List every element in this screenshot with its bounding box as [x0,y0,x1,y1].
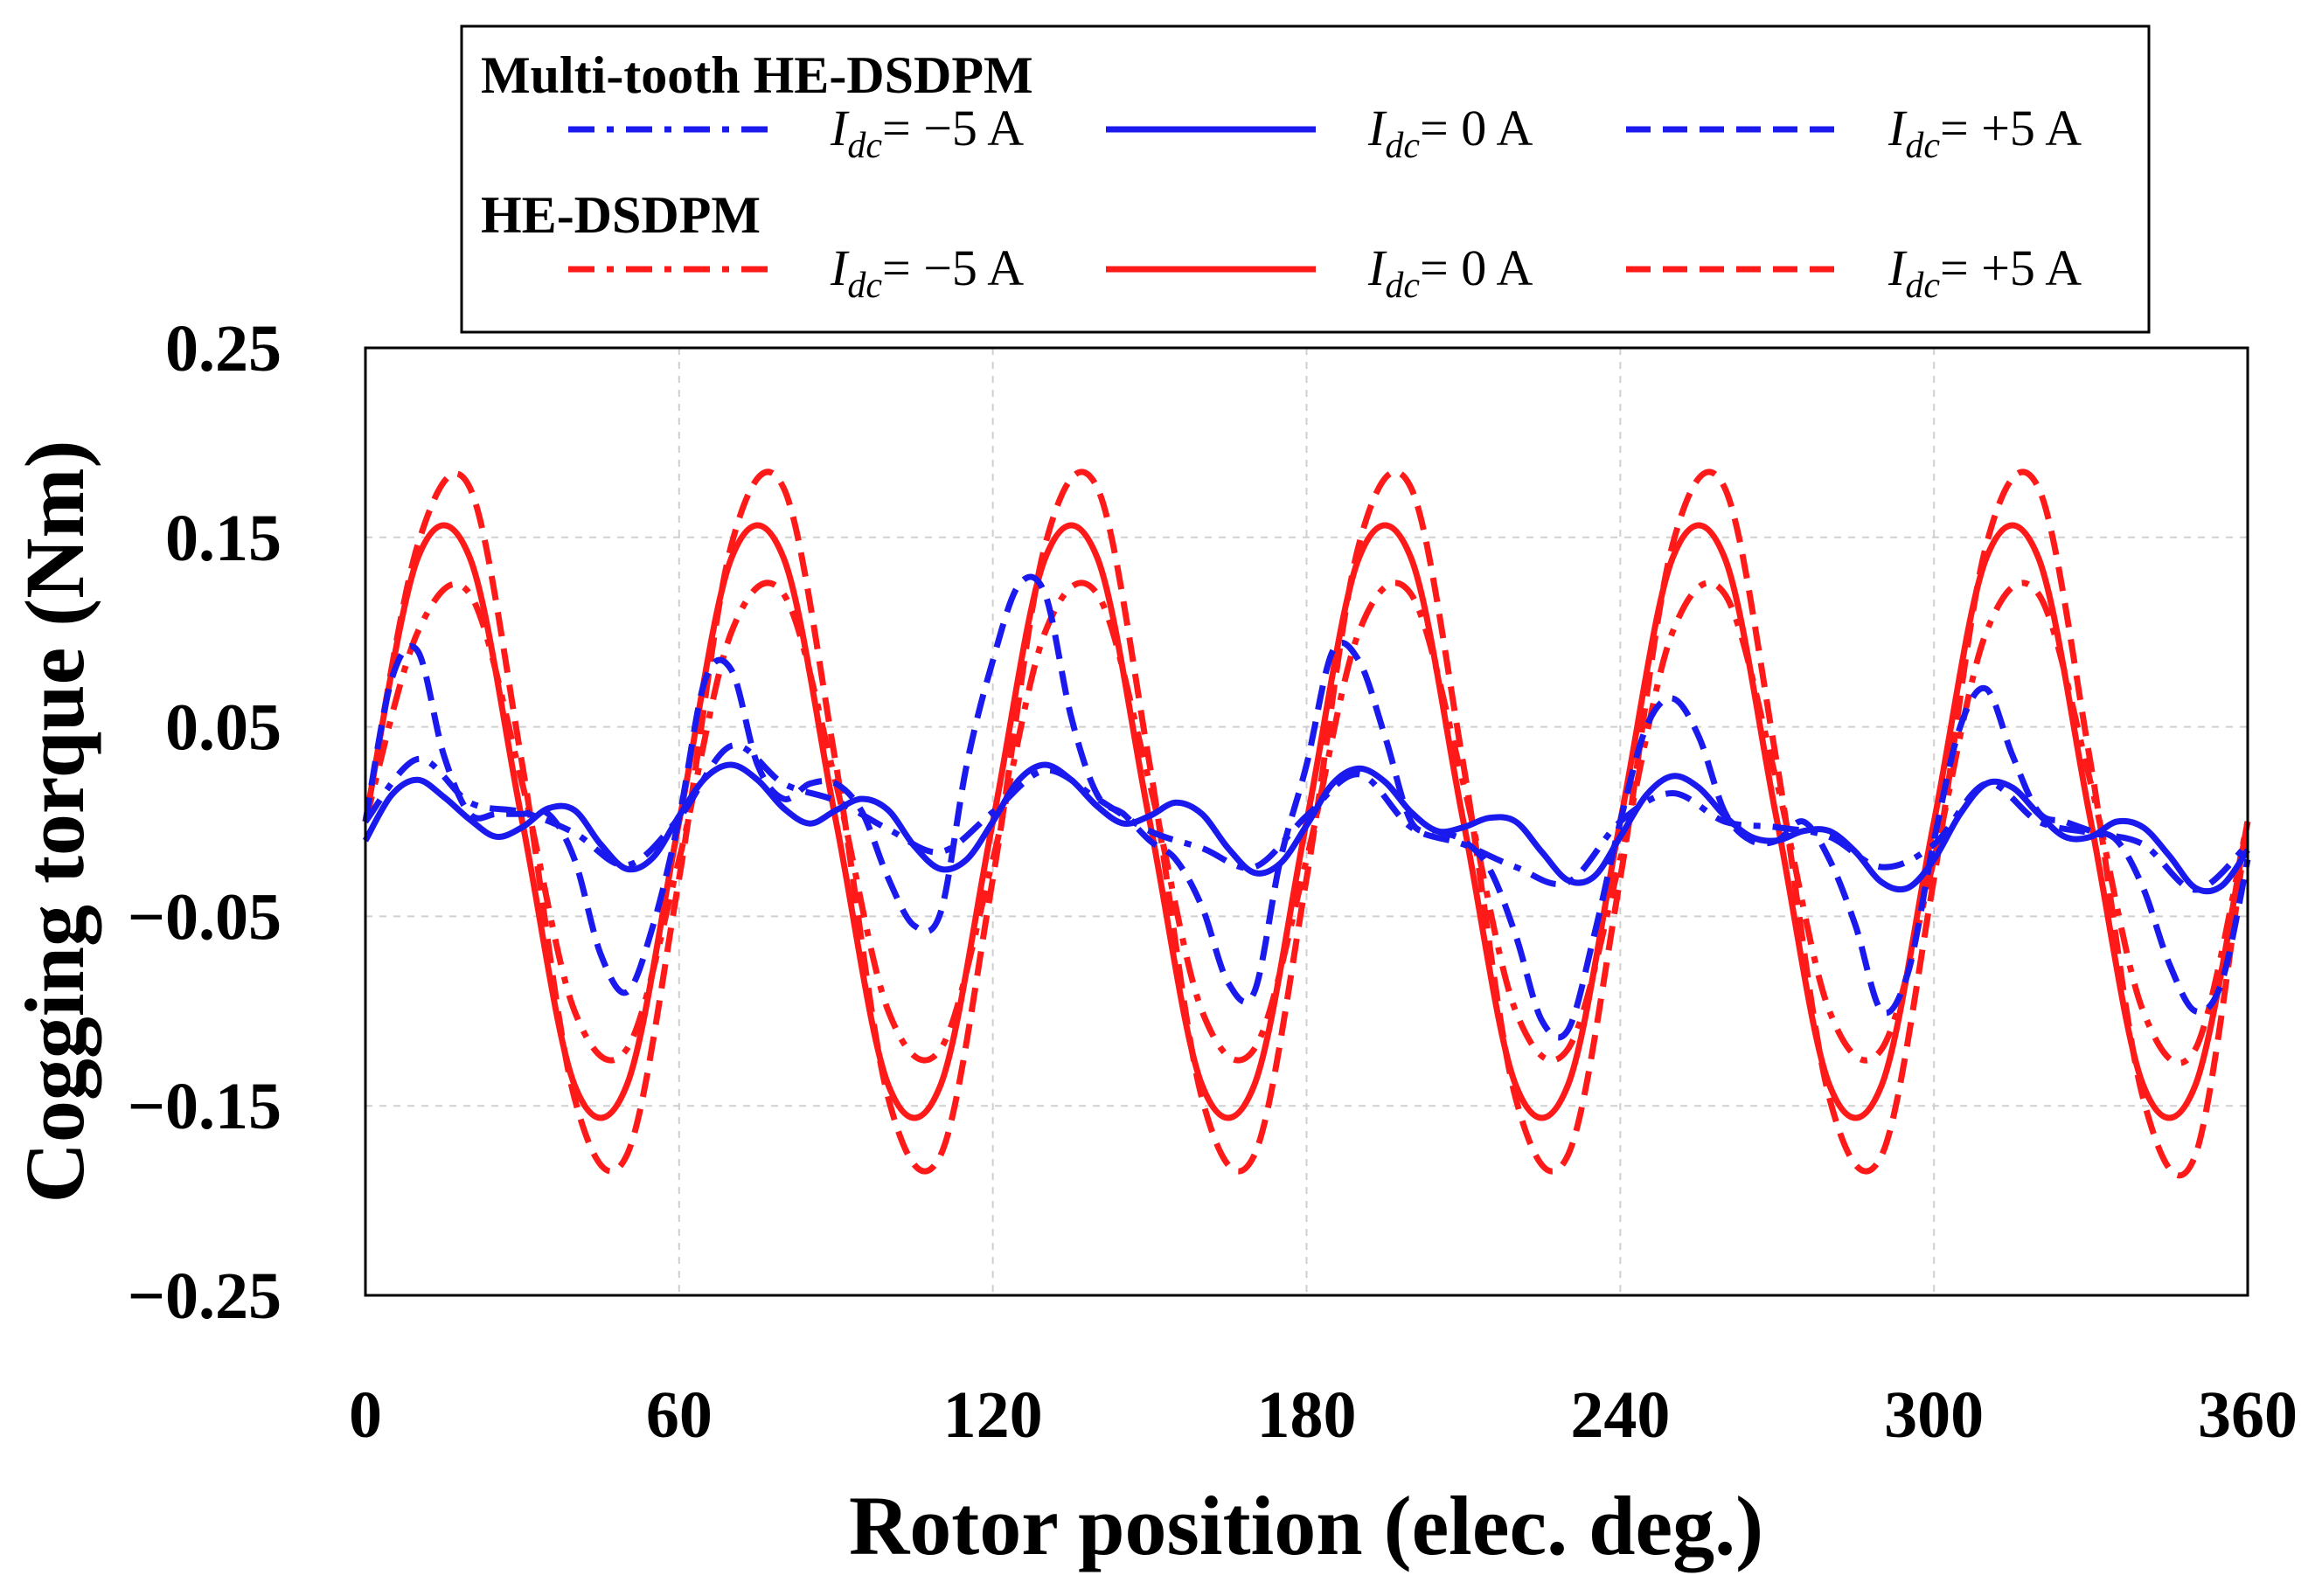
y-tick-label: 0.15 [165,502,282,575]
y-tick-label: −0.25 [128,1259,282,1333]
y-tick-label: 0.25 [165,312,282,385]
legend-group-title-he: HE-DSDPM [481,186,761,244]
x-tick-label: 180 [1257,1378,1357,1452]
y-tick-labels: 0.25 0.15 0.05 −0.05 −0.15 −0.25 [128,312,282,1333]
legend-group-title-multitooth: Multi-tooth HE-DSDPM [481,46,1033,104]
legend-label-he_m5: Idc= −5 A [830,239,1024,306]
legend-box [460,24,2151,334]
x-tick-label: 120 [943,1378,1043,1452]
x-tick-label: 360 [2198,1378,2298,1452]
legend-entries: Idc= −5 A Idc= 0 A Idc= +5 A Idc= −5 A Idc= … [568,100,2082,306]
y-axis-title: Cogging torque (Nm) [8,441,101,1204]
legend-label-mt_0: Idc= 0 A [1367,100,1533,166]
series-lines [362,468,2251,1179]
x-tick-label: 240 [1570,1378,1670,1452]
x-axis-title: Rotor position (elec. deg.) [849,1479,1763,1572]
x-tick-label: 60 [646,1378,713,1452]
legend-label-mt_m5: Idc= −5 A [830,100,1024,166]
grid [365,348,2248,1295]
legend-label-mt_p5: Idc= +5 A [1887,100,2082,166]
series-line-mt_p5 [362,573,2251,1041]
plot-frame [364,346,2249,1297]
series-line-he_m5 [362,579,2251,1066]
x-tick-label: 300 [1884,1378,1984,1452]
x-tick-labels: 0 60 120 180 240 300 360 [349,1378,2298,1452]
legend-label-he_p5: Idc= +5 A [1887,239,2082,306]
series-line-mt_0 [362,761,2250,895]
y-tick-label: −0.15 [128,1070,282,1143]
series-line-he_p5 [362,468,2251,1179]
series-line-mt_m5 [363,742,2250,893]
x-tick-label: 0 [349,1378,382,1452]
y-tick-label: −0.05 [128,880,282,954]
legend-label-he_0: Idc= 0 A [1367,239,1533,306]
y-tick-label: 0.05 [165,691,282,765]
